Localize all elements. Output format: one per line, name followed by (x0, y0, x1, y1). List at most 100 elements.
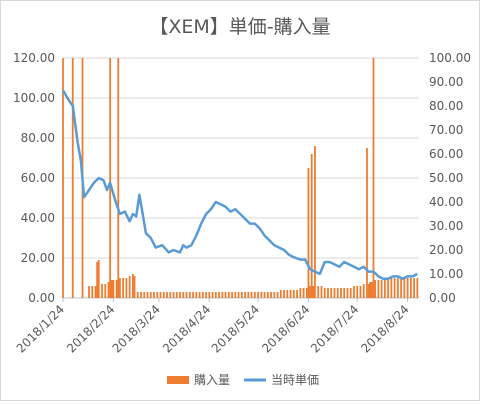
left-tick-label: 60.00 (21, 171, 55, 185)
right-tick-label: 10.00 (429, 267, 463, 281)
bar (307, 168, 310, 298)
right-tick-label: 80.00 (429, 99, 463, 113)
bar (97, 260, 100, 298)
bar (109, 58, 112, 298)
bar (214, 292, 217, 298)
right-tick-label: 50.00 (429, 171, 463, 185)
bar (413, 278, 416, 298)
bar (140, 292, 142, 298)
bar (317, 286, 320, 298)
right-tick-label: 100.00 (429, 51, 471, 65)
bar (244, 292, 246, 298)
bar (409, 278, 412, 298)
bar (172, 292, 175, 298)
bar (218, 292, 220, 298)
bar (273, 292, 276, 298)
left-axis-ticks: 0.00 20.00 40.00 60.00 80.00 100.00 120.00 (13, 51, 55, 305)
bar (289, 290, 292, 298)
bar (416, 278, 419, 298)
legend-swatch-bar (167, 376, 189, 384)
right-tick-label: 30.00 (429, 219, 463, 233)
bar (156, 292, 159, 298)
bar (231, 292, 233, 298)
x-tick-label: 2018/5/24 (209, 302, 262, 355)
legend-label-bar: 購入量 (194, 373, 230, 387)
bar (359, 286, 362, 298)
bar (309, 286, 311, 298)
bar (211, 292, 214, 298)
bar (133, 276, 136, 298)
bar (299, 288, 302, 298)
bar (263, 292, 266, 298)
bar (380, 280, 383, 298)
bar (296, 290, 298, 298)
bar (323, 288, 326, 298)
right-tick-label: 0.00 (429, 291, 456, 305)
bar (314, 146, 316, 298)
bar (343, 288, 346, 298)
bar (349, 288, 352, 298)
left-tick-label: 120.00 (13, 51, 55, 65)
left-tick-label: 20.00 (21, 251, 55, 265)
bar (266, 292, 269, 298)
bar (336, 288, 339, 298)
bar (276, 292, 279, 298)
right-tick-label: 60.00 (429, 147, 463, 161)
right-tick-label: 20.00 (429, 243, 463, 257)
bar (131, 274, 134, 298)
bar (333, 288, 336, 298)
bar (115, 280, 118, 298)
bar (169, 292, 172, 298)
bar (340, 288, 342, 298)
bar (208, 292, 211, 298)
bar (253, 292, 256, 298)
bar (175, 292, 178, 298)
bar (201, 292, 204, 298)
legend-label-line: 当時単価 (271, 373, 319, 387)
bar (91, 286, 94, 298)
bar (250, 292, 253, 298)
x-axis-ticks: 2018/1/242018/2/242018/3/242018/4/242018… (14, 298, 412, 356)
bar (247, 292, 250, 298)
bar (330, 288, 333, 298)
bar (224, 292, 227, 298)
left-tick-label: 80.00 (21, 131, 55, 145)
bar (143, 292, 146, 298)
x-tick-label: 2018/4/24 (160, 302, 213, 355)
bar (88, 286, 90, 298)
bar (370, 282, 373, 298)
bar (153, 292, 155, 298)
bar (356, 286, 359, 298)
bar (118, 278, 121, 298)
x-tick-label: 2018/7/24 (308, 302, 361, 355)
bar (71, 58, 74, 298)
left-tick-label: 0.00 (28, 291, 55, 305)
legend: 購入量 当時単価 (167, 373, 319, 387)
bar (286, 290, 289, 298)
bar (374, 280, 377, 298)
bar (110, 280, 113, 298)
right-tick-label: 40.00 (429, 195, 463, 209)
bar (312, 286, 315, 298)
bar (101, 284, 103, 298)
bar (117, 58, 120, 298)
right-tick-label: 90.00 (429, 75, 463, 89)
bar (320, 286, 323, 298)
bar (205, 292, 207, 298)
x-tick-label: 2018/8/24 (358, 302, 411, 355)
bar (406, 278, 409, 298)
bar-series (62, 58, 419, 298)
bar (179, 292, 181, 298)
bar (362, 284, 365, 298)
bar (257, 292, 259, 298)
bar (260, 292, 263, 298)
bar (198, 292, 201, 298)
bar (62, 58, 64, 298)
bar (327, 288, 329, 298)
bar (166, 292, 168, 298)
bar (107, 282, 110, 298)
bar (195, 292, 198, 298)
bar (128, 276, 131, 298)
